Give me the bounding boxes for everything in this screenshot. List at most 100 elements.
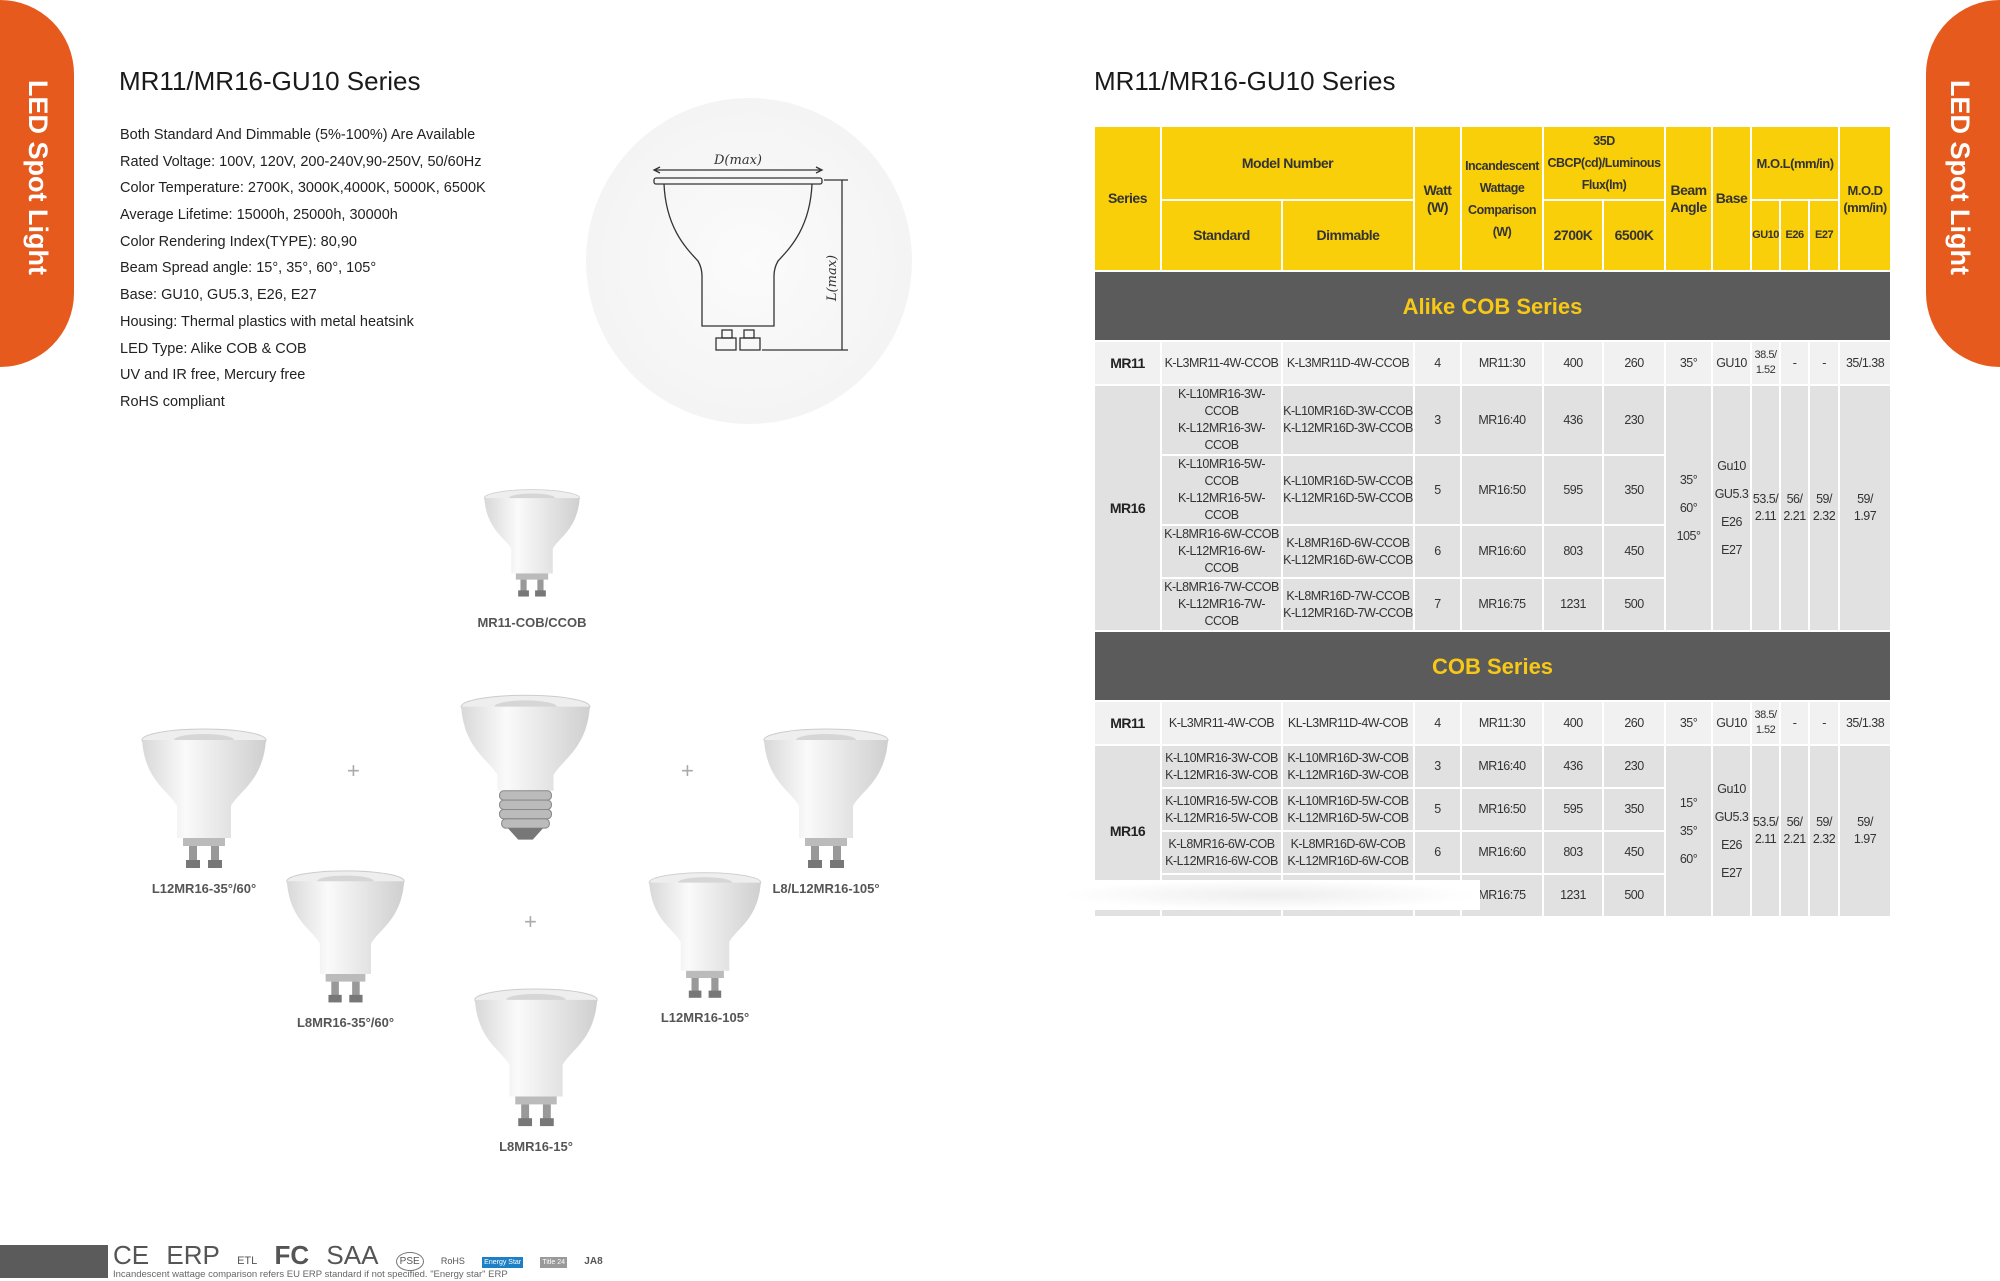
spec-item: UV and IR free, Mercury free (120, 367, 306, 384)
series-cell: MR11 (1093, 340, 1162, 386)
watt-cell: 6 (1413, 524, 1463, 579)
header-flux: 35D CBCP(cd)/Luminous Flux(lm) (1542, 125, 1667, 201)
watt-cell: 5 (1413, 787, 1463, 832)
mol-e27-cell: 59/2.32 (1808, 384, 1841, 632)
ce-logo: CE (113, 1240, 150, 1270)
beam-cell: 35° (1664, 340, 1714, 386)
section-band: COB Series (1092, 630, 1893, 702)
length-label: L(max) (825, 255, 840, 302)
bulb-image (283, 868, 408, 1010)
k6500-cell: 260 (1602, 340, 1667, 386)
spec-item: Base: GU10, GU5.3, E26, E27 (120, 287, 317, 304)
mod-cell: 59/1.97 (1838, 384, 1893, 632)
incandescent-cell: MR16:50 (1460, 454, 1545, 526)
footer-bar (0, 1245, 108, 1278)
table-shadow (1060, 880, 1480, 910)
base-cell: GU10 (1711, 700, 1753, 746)
mol-e27-cell: - (1808, 700, 1841, 746)
incandescent-cell: MR16:60 (1460, 830, 1545, 875)
spec-item: Housing: Thermal plastics with metal hea… (120, 313, 414, 330)
spec-list: Both Standard And Dimmable (5%-100%) Are… (120, 122, 486, 416)
incandescent-cell: MR11:30 (1460, 340, 1545, 386)
table-row: K-L8MR16-6W-CCOB K-L12MR16-6W-CCOB K-L8MR1… (1094, 524, 1891, 579)
diameter-label: D(max) (713, 153, 762, 168)
k2700-cell: 400 (1542, 340, 1605, 386)
k2700-cell: 400 (1542, 700, 1605, 746)
header-base: Base (1711, 125, 1753, 272)
product-l8mr16-35-60: L8MR16-35°/60° (283, 868, 408, 1030)
bulb-outline-drawing: D(max) L(max) (652, 153, 848, 351)
right-page-title: MR11/MR16-GU10 Series (1094, 66, 1396, 96)
standard-cell: K-L8MR16-6W-COB K-L12MR16-6W-COB (1160, 830, 1283, 875)
plus-sign: + (524, 909, 537, 934)
mol-e26-cell: - (1779, 700, 1811, 746)
watt-cell: 5 (1413, 454, 1463, 526)
bulb-image (471, 986, 601, 1134)
mol-e26-cell: 56/2.21 (1779, 384, 1811, 632)
product-l8mr16-15: L8MR16-15° (471, 986, 601, 1154)
standard-cell: K-L10MR16-5W-CCOB K-L12MR16-5W-CCOB (1160, 454, 1283, 526)
mol-e26-cell: 56/2.21 (1779, 744, 1811, 918)
spec-item: RoHS compliant (120, 393, 225, 410)
mol-e27-cell: - (1808, 340, 1841, 386)
header-beam-angle: Beam Angle (1664, 125, 1714, 272)
plus-sign: + (681, 758, 694, 783)
dimmable-cell: KL-L3MR11D-4W-COB (1280, 700, 1416, 746)
standard-cell: K-L8MR16-7W-CCOB K-L12MR16-7W-CCOB (1160, 577, 1283, 632)
mod-cell: 35/1.38 (1838, 700, 1893, 746)
mol-gu10-cell: 53.5/2.11 (1750, 384, 1782, 632)
header-incandescent: Incandescent Wattage Comparison (W) (1460, 125, 1545, 272)
fcc-logo: FC (274, 1240, 310, 1270)
k2700-cell: 436 (1542, 384, 1605, 456)
etl-logo: ETL (237, 1255, 258, 1267)
incandescent-cell: MR16:75 (1460, 577, 1545, 632)
spec-item: LED Type: Alike COB & COB (120, 340, 307, 357)
product-mr11: MR11-COB/CCOB (472, 480, 592, 630)
bulb-image (458, 690, 593, 850)
product-e27 (458, 690, 593, 855)
incandescent-cell: MR16:40 (1460, 384, 1545, 456)
side-tab-label: LED Spot Light (1945, 80, 1975, 275)
beam-cell: 35° (1664, 700, 1714, 746)
k6500-cell: 350 (1602, 454, 1667, 526)
dimmable-cell: K-L10MR16D-5W-CCOB K-L12MR16D-5W-CCOB (1280, 454, 1416, 526)
product-label: L8MR16-35°/60° (296, 1015, 395, 1030)
erp-logo: ERP (166, 1240, 220, 1270)
product-label: L12MR16-105° (660, 1010, 750, 1025)
mol-e26-cell: - (1779, 340, 1811, 386)
watt-cell: 4 (1413, 700, 1463, 746)
table-row: K-L8MR16-7W-CCOB K-L12MR16-7W-CCOB K-L8MR1… (1094, 577, 1891, 632)
spec-item: Rated Voltage: 100V, 120V, 200-240V,90-2… (120, 153, 482, 170)
mol-gu10-cell: 38.5/1.52 (1750, 340, 1782, 386)
plus-sign: + (347, 758, 360, 783)
k6500-cell: 230 (1602, 744, 1667, 789)
certification-logos: CE ERP ETL FC SAA PSE RoHS Energy Star T… (113, 1240, 613, 1271)
table-row: MR16 K-L10MR16-3W-CCOB K-L12MR16-3W-CCOB K-… (1093, 384, 1893, 632)
k2700-cell: 595 (1542, 787, 1605, 832)
dimmable-cell: K-L8MR16D-7W-CCOB K-L12MR16D-7W-CCOB (1280, 577, 1416, 632)
section-title: Alike COB Series (1092, 270, 1893, 342)
base-cell: GU10 (1711, 340, 1753, 386)
dimmable-cell: K-L10MR16D-5W-COB K-L12MR16D-5W-COB (1280, 787, 1416, 832)
header-dimmable: Dimmable (1280, 199, 1416, 272)
spec-item: Average Lifetime: 15000h, 25000h, 30000h (120, 207, 398, 224)
dimmable-cell: K-L8MR16D-6W-CCOB K-L12MR16D-6W-CCOB (1280, 524, 1416, 579)
series-cell: MR16 (1093, 384, 1162, 632)
header-mol-gu10: GU10 (1750, 199, 1782, 272)
saa-logo: SAA (326, 1240, 379, 1270)
header-mol-e26: E26 (1779, 199, 1811, 272)
product-l12mr16-105: L12MR16-105° (645, 870, 765, 1025)
header-mol: M.O.L(mm/in) (1750, 125, 1841, 201)
table-row: K-L10MR16-5W-COB K-L12MR16-5W-COB K-L10MR1… (1094, 787, 1891, 832)
rohs-logo: RoHS (440, 1256, 465, 1266)
spec-item: Beam Spread angle: 15°, 35°, 60°, 105° (120, 260, 377, 277)
bulb-image (482, 480, 582, 610)
spec-item: Both Standard And Dimmable (5%-100%) Are… (120, 127, 476, 143)
product-label: L8MR16-15° (499, 1139, 573, 1154)
table-row: MR11 K-L3MR11-4W-CCOB K-L3MR11D-4W-CCOB 4 MR… (1093, 340, 1893, 386)
beam-cell: 15° 35° 60° (1664, 744, 1714, 918)
mol-e27-cell: 59/2.32 (1808, 744, 1841, 918)
mod-cell: 59/1.97 (1838, 744, 1893, 918)
incandescent-cell: MR11:30 (1460, 700, 1545, 746)
side-tab-left: LED Spot Light (0, 0, 74, 367)
